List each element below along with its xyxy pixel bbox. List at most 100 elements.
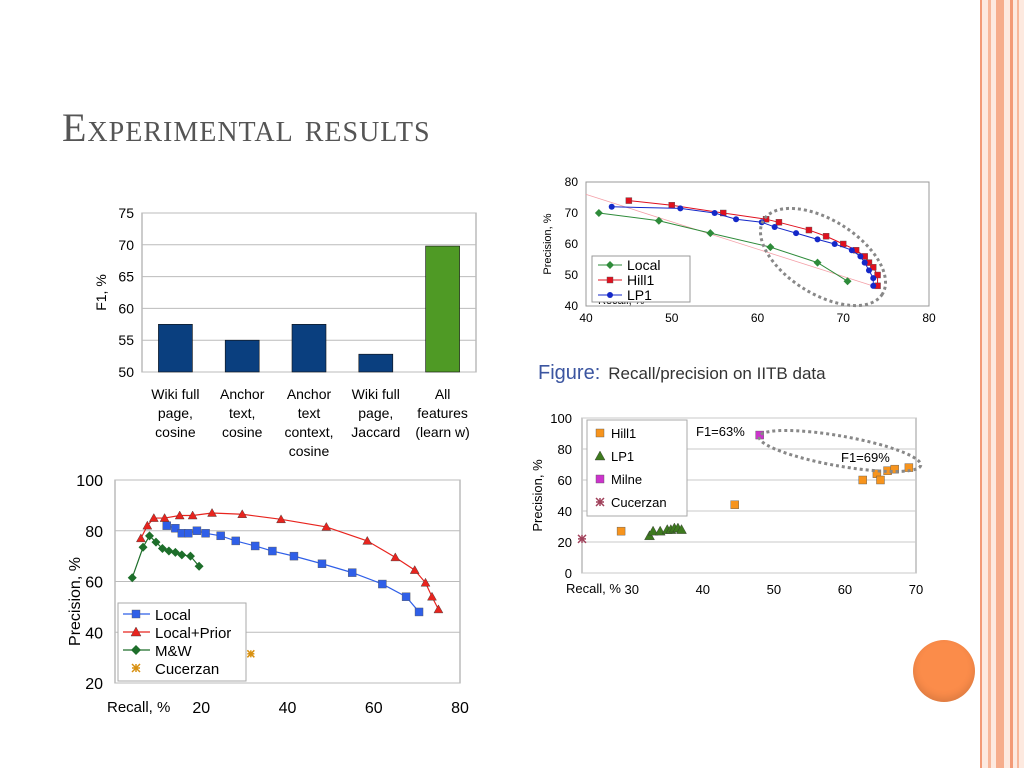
x-axis-label: Recall, % <box>107 699 170 716</box>
x-axis-label: Recall, % <box>566 581 621 596</box>
legend-label: Cucerzan <box>611 495 667 510</box>
data-point-local <box>289 551 299 561</box>
y-tick-label: 80 <box>558 442 572 457</box>
x-tick-label: text <box>298 405 321 421</box>
data-point-hill1 <box>668 202 675 209</box>
data-point-hill1 <box>874 271 881 279</box>
caption-prefix: Figure: <box>538 362 601 384</box>
data-point-local-prior <box>148 513 159 522</box>
legend-marker-local <box>131 609 141 619</box>
data-point-local <box>250 541 260 551</box>
x-tick-label: text, <box>229 405 255 421</box>
data-point-lp1 <box>608 203 615 210</box>
data-point-local <box>843 277 852 286</box>
y-tick-label: 80 <box>85 524 103 541</box>
data-point-local <box>177 529 187 538</box>
legend-box <box>586 419 688 517</box>
data-point-local-prior <box>409 565 420 574</box>
stripe-line-2 <box>988 0 991 768</box>
data-point-lp1 <box>733 216 740 223</box>
data-point-lp1 <box>870 275 877 282</box>
legend-marker-local-prior <box>130 626 142 637</box>
x-tick-label: 20 <box>192 700 210 717</box>
y-tick-label: 20 <box>558 535 572 550</box>
caption-text: Recall/precision on IITB data <box>608 364 826 383</box>
data-point-lp1 <box>676 524 687 534</box>
y-tick-label: 70 <box>118 237 134 253</box>
series-line-lp1 <box>611 206 874 286</box>
legend-marker-hill1 <box>595 428 605 438</box>
bar-1 <box>158 323 193 373</box>
x-tick-label: 60 <box>365 700 383 717</box>
legend-marker-hill1 <box>606 276 614 284</box>
stripe-line-3 <box>996 0 1004 768</box>
y-tick-label: 60 <box>118 300 134 316</box>
x-tick-label: 50 <box>767 582 781 597</box>
y-tick-label: 40 <box>565 299 579 313</box>
bar-5 <box>425 245 460 373</box>
legend-marker-m-w <box>131 645 141 655</box>
x-tick-label: page, <box>158 405 193 421</box>
data-point-hill1 <box>730 500 739 509</box>
y-tick-label: 40 <box>85 625 103 642</box>
highlight-ellipse <box>757 428 923 474</box>
data-point-lp1 <box>758 219 765 226</box>
x-tick-label: Anchor <box>220 386 265 402</box>
data-point-lp1 <box>848 247 855 254</box>
x-tick-label: cosine <box>155 424 196 440</box>
data-point-hill1 <box>720 209 727 217</box>
x-tick-label: Wiki full <box>151 386 199 402</box>
legend-label: Cucerzan <box>155 661 219 678</box>
y-tick-label: 20 <box>85 676 103 693</box>
data-point-cucerzan <box>577 534 587 544</box>
x-tick-label: Anchor <box>287 386 332 402</box>
data-point-lp1 <box>661 524 673 534</box>
legend-label: M&W <box>155 643 193 660</box>
x-axis-label: Recall, % <box>598 295 645 307</box>
x-tick-label: 80 <box>922 311 936 325</box>
plot-area <box>114 479 461 684</box>
bar-2 <box>224 339 260 373</box>
data-point-m-w <box>194 561 204 571</box>
legend-label: Local <box>155 607 191 624</box>
data-point-lp1 <box>665 524 677 534</box>
series-line-hill1 <box>628 200 879 286</box>
data-point-local-prior <box>427 591 437 601</box>
highlight-ellipse <box>758 206 888 308</box>
data-point-hill1 <box>872 469 882 478</box>
x-tick-label: All <box>435 386 451 402</box>
data-point-hill1 <box>840 240 847 248</box>
legend-box <box>591 255 691 303</box>
y-axis-label: Precision, % <box>530 459 545 532</box>
data-point-local <box>192 526 202 535</box>
data-point-local <box>201 529 210 538</box>
x-tick-label: (learn w) <box>415 424 469 440</box>
x-tick-label: context, <box>284 424 333 440</box>
y-tick-label: 60 <box>558 473 572 488</box>
data-point-local <box>654 216 663 225</box>
data-point-hill1 <box>822 233 830 240</box>
legend-label: Hill1 <box>611 426 636 441</box>
legend-label: Local <box>627 257 660 273</box>
data-point-hill1 <box>861 253 868 260</box>
y-axis-label: F1, % <box>93 274 109 311</box>
x-tick-label: 80 <box>451 700 469 717</box>
x-tick-label: 70 <box>909 582 923 597</box>
data-point-hill1 <box>904 463 914 472</box>
x-tick-label: Jaccard <box>351 424 400 440</box>
y-axis-label: Precision, % <box>67 557 84 646</box>
data-point-hill1 <box>852 246 860 254</box>
data-point-m-w <box>151 537 161 547</box>
stripe-line-5 <box>1017 0 1019 768</box>
data-point-local <box>378 579 387 589</box>
data-point-lp1 <box>857 253 864 260</box>
data-point-local <box>706 229 715 238</box>
data-point-local <box>813 258 822 267</box>
data-point-hill1 <box>775 219 783 226</box>
x-tick-label: 30 <box>625 582 639 597</box>
y-tick-label: 65 <box>118 269 134 285</box>
data-point-local-prior <box>321 522 332 531</box>
y-tick-label: 80 <box>565 175 579 189</box>
data-point-lp1 <box>831 241 838 247</box>
stripe-line-1 <box>980 0 982 768</box>
